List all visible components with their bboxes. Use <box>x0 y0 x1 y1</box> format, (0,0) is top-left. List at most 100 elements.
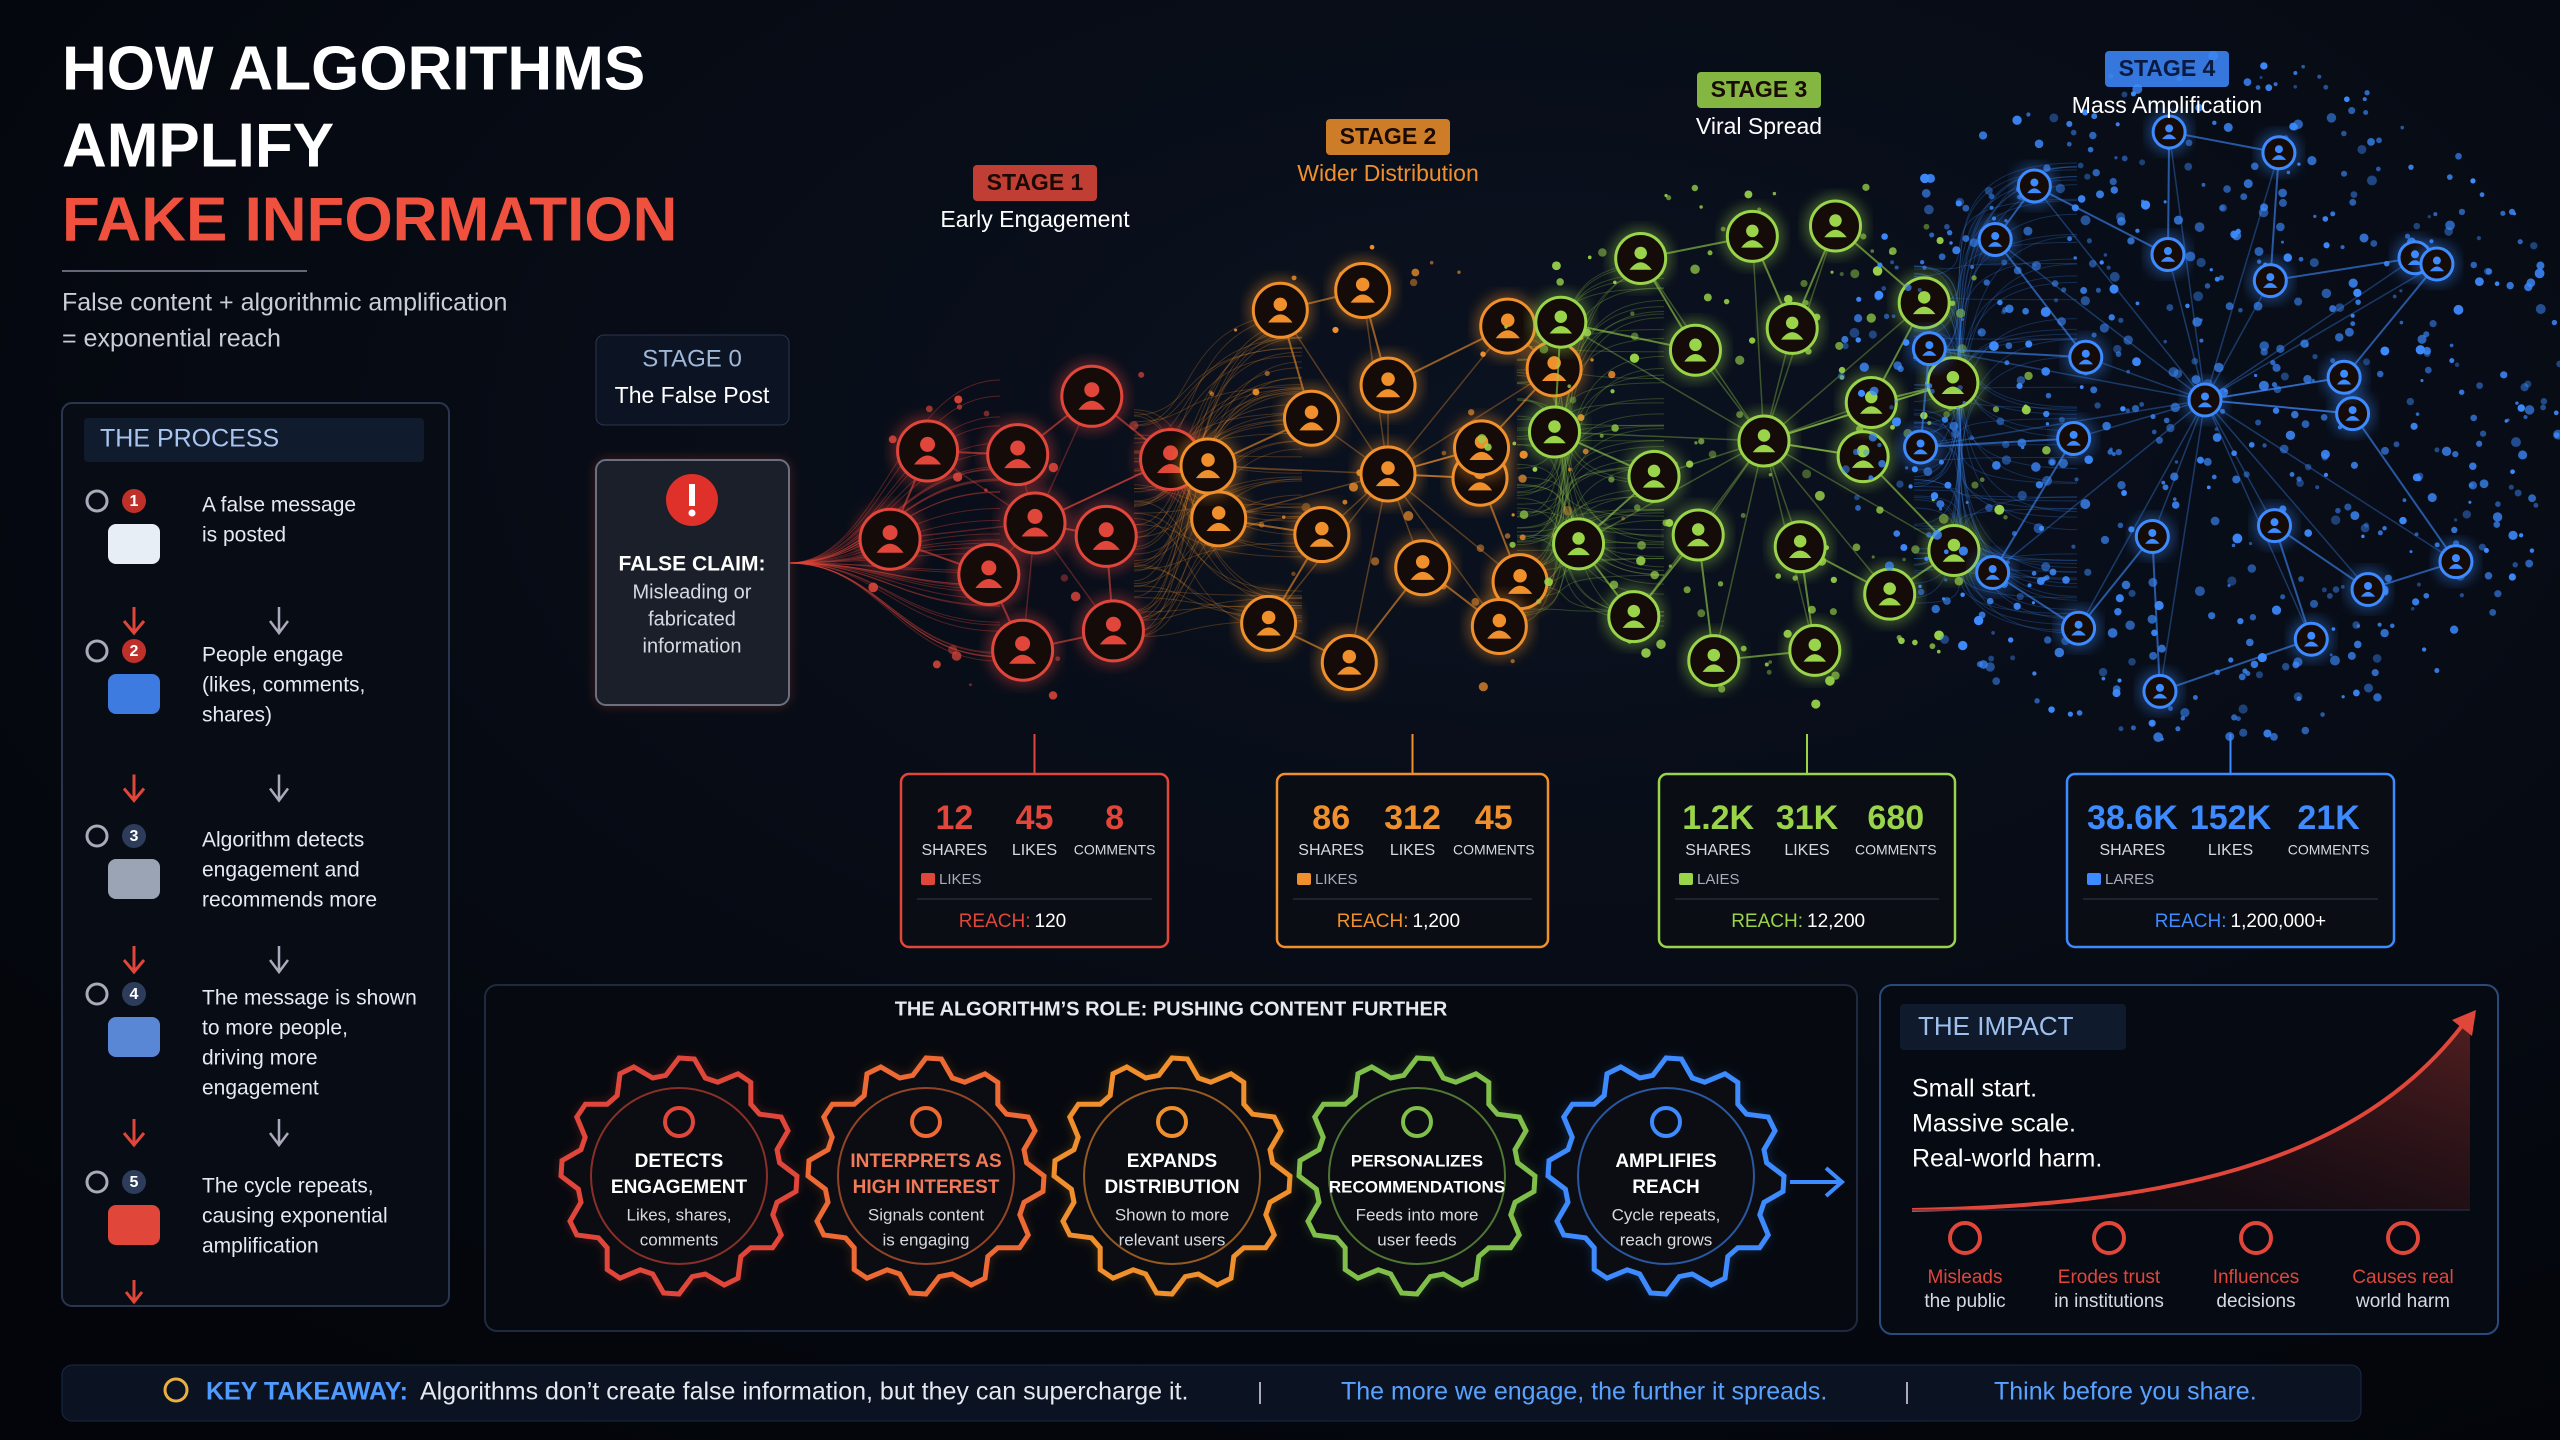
node-dot <box>2357 144 2367 154</box>
network <box>788 51 2560 743</box>
node-dot <box>1775 573 1782 579</box>
node-dot <box>2092 169 2100 177</box>
node-dot <box>1944 578 1948 582</box>
node-link <box>1994 238 2206 401</box>
node-dot <box>2322 216 2329 222</box>
node-dot <box>2118 726 2124 732</box>
node-dot <box>2193 291 2204 302</box>
stream-line <box>1133 448 1303 638</box>
node-dot <box>2248 541 2253 546</box>
node-dot <box>2272 407 2280 414</box>
node-dot <box>2530 242 2538 250</box>
impact-line: Small start. <box>1912 1075 2037 1103</box>
node-dot <box>1891 417 1901 427</box>
node-dot <box>1862 183 1870 191</box>
reach-value: 1,200 <box>1413 911 1461 932</box>
node-dot <box>2540 398 2548 405</box>
node-head <box>1261 610 1276 625</box>
node-body <box>1410 571 1435 580</box>
node-dot <box>2236 716 2241 722</box>
node-head <box>1946 371 1960 384</box>
reach-value: 12,200 <box>1807 911 1865 932</box>
metric-label: SHARES <box>1298 842 1364 859</box>
node-dot <box>2323 84 2329 90</box>
node-dot <box>2484 572 2493 580</box>
node-dot <box>1868 433 1878 442</box>
node-dot <box>2032 671 2037 676</box>
impact-curve-area <box>1912 1015 2470 1210</box>
node-dot <box>2160 737 2164 741</box>
node-dot <box>2529 548 2535 553</box>
node-body <box>1788 550 1812 559</box>
step-text: is posted <box>202 524 286 547</box>
node-dot <box>2174 460 2179 464</box>
node-dot <box>1951 429 1960 438</box>
node-dot <box>2045 422 2050 426</box>
node-dot <box>2196 257 2206 268</box>
step-icon <box>108 1205 160 1245</box>
impact-icon <box>2239 1221 2273 1255</box>
node-head <box>1201 453 1215 467</box>
node-dot <box>2162 484 2169 491</box>
node-dot <box>2298 576 2305 582</box>
impact-item: Misleads <box>1928 1267 2003 1288</box>
node-dot <box>2007 637 2014 643</box>
node-dot <box>2254 246 2264 256</box>
node-link <box>2204 263 2438 401</box>
process-heading: THE PROCESS <box>100 425 279 453</box>
node-dot <box>1859 362 1869 372</box>
stream-line <box>788 442 1001 564</box>
node-dot <box>1800 279 1808 288</box>
gear-desc: Shown to more <box>1115 1205 1229 1224</box>
node-dot <box>1889 405 1894 410</box>
node-dot <box>2192 317 2202 327</box>
stream-line <box>1516 439 1665 529</box>
node-link <box>2204 280 2271 401</box>
node-dot <box>2096 190 2104 199</box>
node-dot <box>2126 369 2131 374</box>
node-dot <box>1996 417 2005 426</box>
node-body <box>1487 630 1512 639</box>
node-body <box>2345 416 2360 421</box>
node-dot <box>2296 476 2302 482</box>
step-arrow <box>269 946 289 975</box>
node-dot <box>868 582 879 593</box>
impact-line: Massive scale. <box>1912 1110 2076 1138</box>
node-link <box>1929 347 2086 359</box>
node-dot <box>1841 335 1849 343</box>
node-dot <box>2101 676 2106 681</box>
node-dot <box>2352 689 2360 697</box>
node-dot <box>2409 550 2413 554</box>
node-dot <box>2118 317 2124 323</box>
node-dot <box>1936 649 1941 654</box>
node-dot <box>2163 200 2167 204</box>
step-ring <box>85 489 109 513</box>
step-text: causing exponential <box>202 1205 388 1228</box>
node-dot <box>1934 630 1944 641</box>
node-dot <box>1409 278 1418 287</box>
node-dot <box>2476 236 2482 241</box>
node-link <box>1751 236 1765 442</box>
node-head <box>1304 405 1319 420</box>
node-dot <box>1877 262 1883 268</box>
node-dot <box>1766 669 1772 675</box>
node-dot <box>2171 501 2180 509</box>
stream-line <box>788 562 1001 607</box>
node-dot <box>2163 417 2170 424</box>
claim-text: fabricated <box>648 608 736 630</box>
node-head <box>1829 214 1842 227</box>
node-dot <box>2260 62 2268 70</box>
node-dot <box>2117 480 2126 490</box>
node-dot <box>968 683 972 687</box>
node-dot <box>954 395 963 404</box>
node-dot <box>2123 335 2133 345</box>
node-head <box>1647 464 1661 478</box>
node-dot <box>1837 372 1846 380</box>
node-head <box>1689 338 1702 352</box>
node-dot <box>1884 561 1895 571</box>
node-dot <box>2033 263 2037 267</box>
node-dot <box>2238 704 2248 714</box>
node-head <box>2148 528 2157 537</box>
node-dot <box>2084 455 2094 464</box>
node-dot <box>2048 706 2055 713</box>
